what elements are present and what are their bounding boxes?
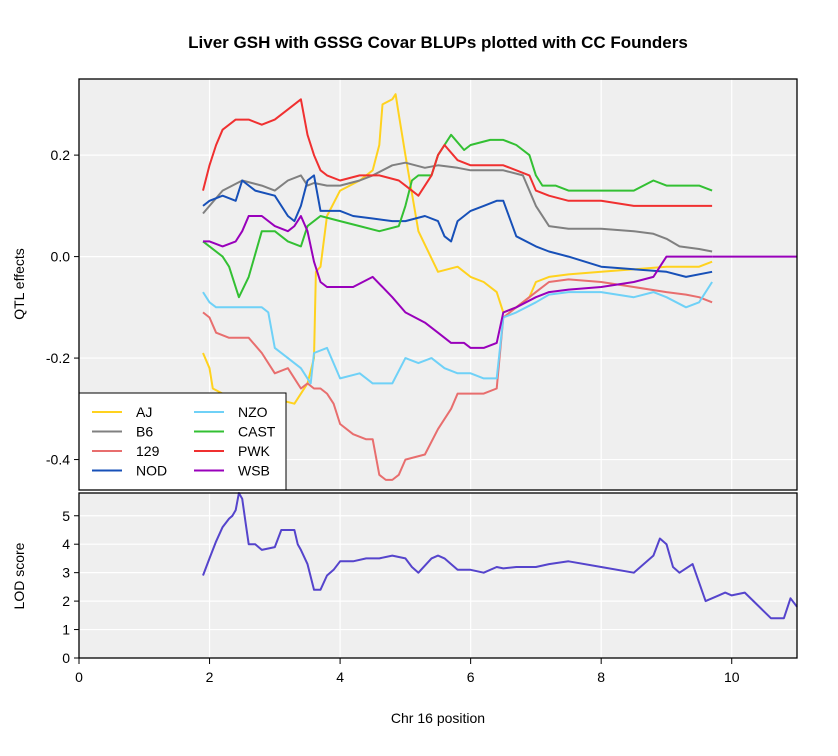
legend-label: B6	[136, 424, 153, 440]
legend-label: NZO	[238, 404, 268, 420]
effects-grid	[78, 79, 797, 490]
effects-y-tick-label: -0.4	[46, 452, 70, 468]
legend-label: NOD	[136, 463, 167, 479]
legend-item-129: 129	[92, 443, 160, 459]
effects-line-b6	[202, 161, 713, 253]
lod-y-tick-label: 3	[62, 565, 70, 581]
lod-panel: 5 4 3 2 1 0 LOD score	[11, 492, 798, 666]
legend-label: WSB	[238, 463, 270, 479]
legend-item-nod: NOD	[92, 463, 167, 479]
effects-panel-border	[78, 78, 798, 491]
legend-item-aj: AJ	[92, 404, 152, 420]
x-axis-label: Chr 16 position	[391, 710, 485, 726]
effects-line-nzo	[202, 281, 713, 385]
x-axis: 0 2 4 6 8 10	[75, 658, 740, 685]
effects-y-tick-label: -0.2	[46, 350, 70, 366]
lod-series	[202, 492, 798, 620]
lod-line-lod	[202, 492, 798, 620]
legend-item-pwk: PWK	[194, 443, 271, 459]
legend-label: CAST	[238, 424, 276, 440]
lod-panel-border	[78, 492, 798, 659]
lod-y-tick-label: 0	[62, 650, 70, 666]
lod-y-tick-label: 4	[62, 536, 70, 552]
effects-y-tick-label: 0.2	[51, 147, 71, 163]
x-tick-label: 2	[206, 669, 214, 685]
lod-y-tick-label: 2	[62, 593, 70, 609]
effects-line-wsb	[203, 215, 713, 349]
legend-item-cast: CAST	[194, 424, 276, 440]
effects-line-pwk	[202, 98, 713, 207]
x-tick-label: 8	[597, 669, 605, 685]
x-tick-label: 10	[724, 669, 740, 685]
lod-y-tick-label: 5	[62, 508, 70, 524]
effects-line-129	[202, 278, 713, 481]
effects-y-axis: 0.2 0.0 -0.2 -0.4	[46, 147, 79, 468]
lod-plot-area	[79, 493, 797, 658]
x-tick-label: 6	[467, 669, 475, 685]
effects-line-nod	[202, 174, 713, 278]
legend: AJ B6 129 NOD NZO CAST PWK WSB	[78, 392, 287, 491]
x-tick-label: 0	[75, 669, 83, 685]
legend-item-nzo: NZO	[194, 404, 268, 420]
effects-panel: AJ B6 129 NOD NZO CAST PWK WSB 0.2 0.0 -0.2 -0.4 Q…	[11, 78, 798, 491]
lod-y-axis-label: LOD score	[11, 542, 27, 609]
lod-y-axis: 5 4 3 2 1 0	[62, 508, 79, 666]
legend-item-b6: B6	[92, 424, 153, 440]
legend-label: AJ	[136, 404, 152, 420]
chart-title: Liver GSH with GSSG Covar BLUPs plotted …	[188, 33, 688, 52]
effects-y-axis-label: QTL effects	[11, 248, 27, 320]
legend-label: 129	[136, 443, 160, 459]
effects-y-tick-label: 0.0	[51, 249, 71, 265]
x-tick-label: 4	[336, 669, 344, 685]
legend-item-wsb: WSB	[194, 463, 270, 479]
legend-label: PWK	[238, 443, 271, 459]
lod-y-tick-label: 1	[62, 622, 70, 638]
